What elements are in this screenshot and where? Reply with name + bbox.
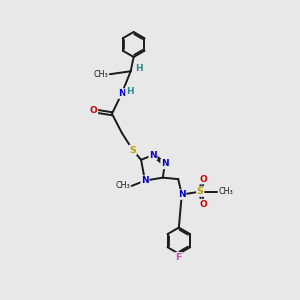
Text: CH₃: CH₃ bbox=[115, 182, 130, 190]
Text: O: O bbox=[199, 175, 207, 184]
Text: H: H bbox=[135, 64, 143, 74]
Text: N: N bbox=[161, 160, 169, 169]
Text: CH₃: CH₃ bbox=[218, 187, 233, 196]
Text: F: F bbox=[176, 253, 182, 262]
Text: O: O bbox=[90, 106, 98, 115]
Text: S: S bbox=[129, 146, 136, 154]
Text: H: H bbox=[126, 87, 134, 96]
Text: S: S bbox=[197, 187, 204, 196]
Text: N: N bbox=[178, 190, 186, 199]
Text: CH₃: CH₃ bbox=[94, 70, 108, 79]
Text: N: N bbox=[118, 89, 126, 98]
Text: N: N bbox=[149, 151, 157, 160]
Text: O: O bbox=[199, 200, 207, 208]
Text: N: N bbox=[141, 176, 149, 185]
